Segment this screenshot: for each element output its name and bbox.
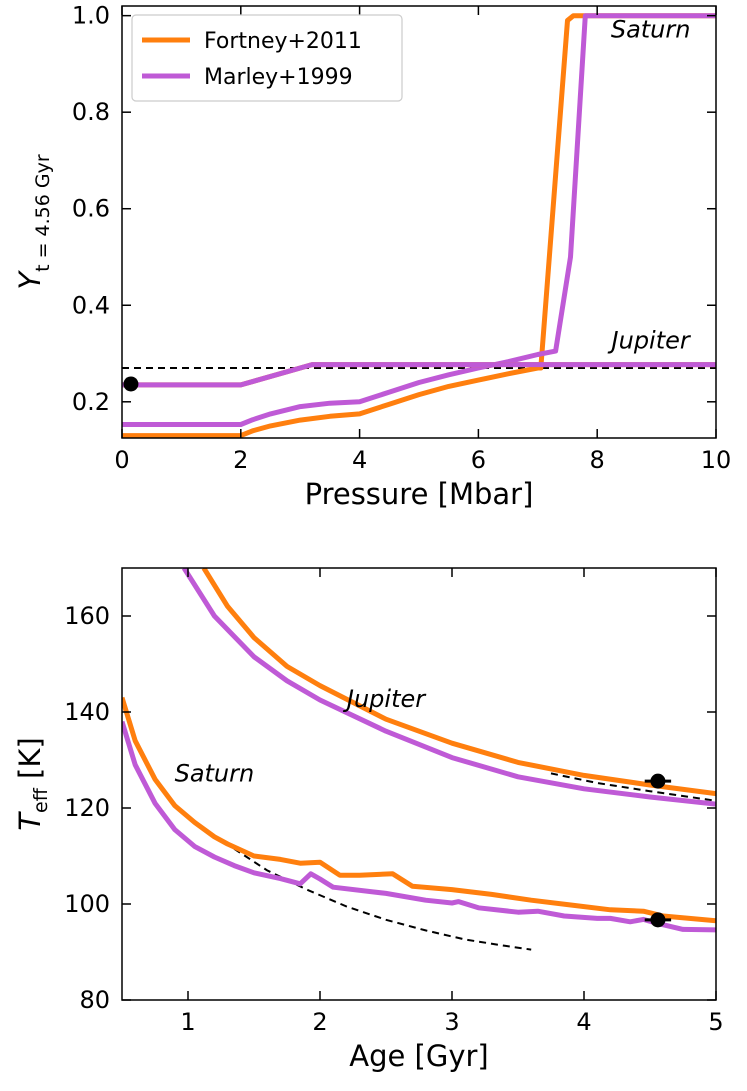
x-tick-label: 4	[352, 446, 367, 474]
series-line-fortney-saturn	[122, 696, 716, 924]
y-axis-label: Yt = 4.56 Gyr	[13, 154, 54, 289]
x-tick-label: 1	[180, 1008, 195, 1036]
annotation-jupiter: Jupiter	[343, 685, 427, 713]
plot-area	[122, 568, 716, 951]
y-axis-label-sub: eff	[30, 787, 52, 813]
data-point-marker	[123, 376, 139, 392]
x-axis-label: Pressure [Mbar]	[305, 477, 534, 511]
plot-area	[122, 13, 716, 438]
y-axis-label-sub: t = 4.56 Gyr	[32, 154, 54, 272]
legend: Fortney+2011 Marley+1999	[131, 14, 403, 102]
series-line-marley-jupiter	[122, 362, 716, 388]
x-tick-label: 6	[471, 446, 486, 474]
series-line-marley-saturn	[122, 720, 716, 933]
series-line-marley-jupiter	[181, 568, 716, 807]
y-tick-label: 1.0	[72, 2, 110, 30]
y-tick-label: 160	[64, 602, 110, 630]
y-tick-label: 0.6	[72, 195, 110, 223]
annotation-saturn: Saturn	[611, 15, 691, 43]
data-point-marker	[650, 912, 666, 928]
panel-age: 1 2 3 4 5 80 100 120 140 160 Jupiter Saturn Age […	[13, 567, 724, 1073]
x-tick-label: 2	[233, 446, 248, 474]
reference-dashed-line	[233, 847, 532, 951]
observed-point	[123, 376, 139, 392]
legend-box	[131, 14, 403, 102]
y-axis-label-unit: [K]	[13, 737, 47, 788]
x-tick-label: 10	[701, 446, 732, 474]
panel-pressure: 0 2 4 6 8 10 0.2 0.4 0.6 0.8 1.0 Fortney+2011 Marl…	[13, 2, 731, 511]
y-tick-label: 0.4	[72, 291, 110, 319]
y-tick-label: 140	[64, 698, 110, 726]
series-line-fortney-jupiter	[201, 568, 716, 797]
x-tick-label: 4	[576, 1008, 591, 1036]
y-axis-label-main: Y	[13, 270, 47, 290]
y-axis-label: Teff [K]	[13, 737, 52, 830]
y-tick-label: 120	[64, 794, 110, 822]
y-axis-label-main: T	[13, 811, 47, 831]
x-tick-label: 0	[114, 446, 129, 474]
annotation-saturn: Saturn	[175, 760, 255, 788]
x-axis-label: Age [Gyr]	[349, 1039, 489, 1073]
y-tick-label: 100	[64, 890, 110, 918]
x-tick-label: 3	[444, 1008, 459, 1036]
y-tick-label: 80	[79, 986, 110, 1014]
axis-ticks: 0 2 4 6 8 10 0.2 0.4 0.6 0.8 1.0	[72, 2, 731, 474]
plot-frame	[121, 5, 717, 439]
x-tick-label: 5	[708, 1008, 723, 1036]
x-tick-label: 8	[590, 446, 605, 474]
x-tick-label: 2	[312, 1008, 327, 1036]
axis-ticks: 1 2 3 4 5 80 100 120 140 160	[64, 568, 724, 1036]
observed-point	[644, 912, 672, 928]
reference-dashed-line	[550, 772, 716, 802]
observed-point	[644, 773, 672, 789]
series-line-fortney-saturn	[122, 13, 716, 438]
legend-label-marley: Marley+1999	[204, 65, 353, 90]
data-point-marker	[650, 773, 666, 789]
legend-label-fortney: Fortney+2011	[204, 29, 362, 54]
y-tick-label: 0.2	[72, 388, 110, 416]
annotation-jupiter: Jupiter	[608, 327, 692, 355]
series-line-marley-saturn	[122, 13, 716, 427]
plot-frame	[121, 567, 717, 1001]
y-tick-label: 0.8	[72, 98, 110, 126]
